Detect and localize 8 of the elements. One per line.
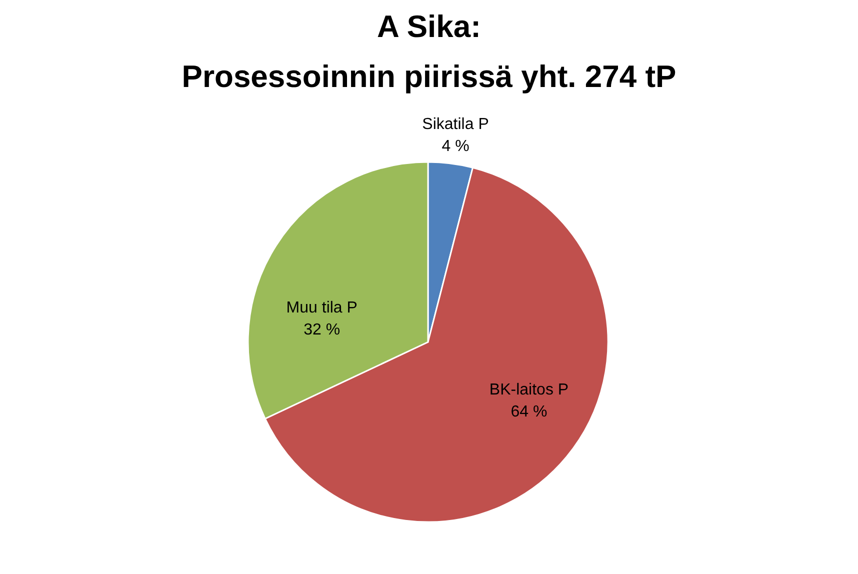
data-label: 4 % (442, 138, 470, 156)
data-label: 64 % (510, 404, 548, 421)
slice-label: Muu tila P (286, 300, 358, 317)
data-label: 32 % (304, 322, 340, 339)
text: A Sika: (377, 9, 481, 44)
slice-label: Sikatila P (422, 116, 489, 134)
text: Prosessoinnin piirissä yht. 274 tP (182, 59, 676, 94)
slice-label: BK-laitos P (489, 382, 569, 399)
